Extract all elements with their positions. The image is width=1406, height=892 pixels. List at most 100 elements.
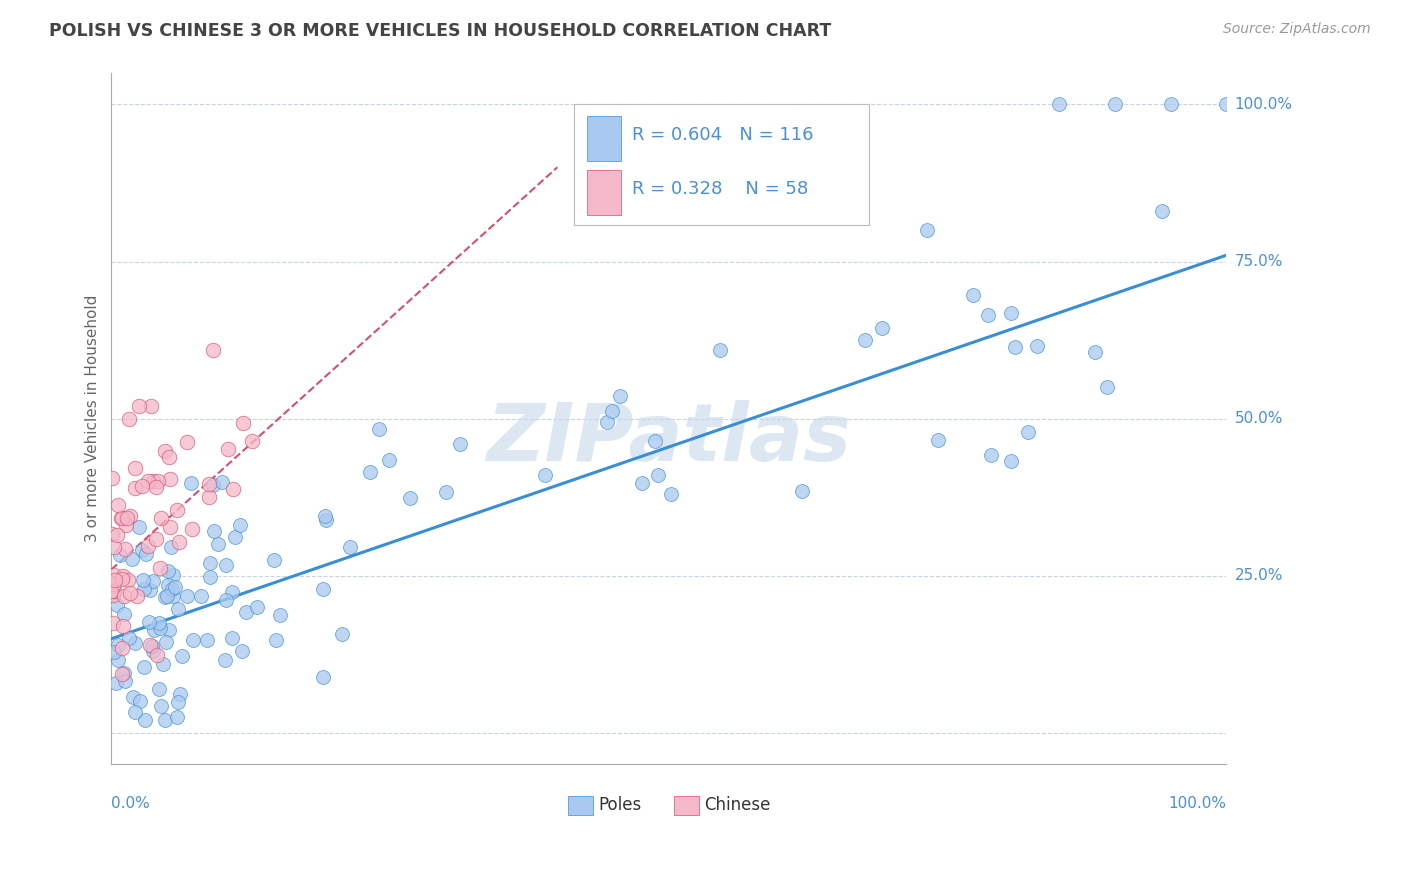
Point: [150, 699, 173, 714]
Point: [111, 619, 134, 633]
Point: [870, 321, 893, 335]
Text: Source: ZipAtlas.com: Source: ZipAtlas.com: [1223, 22, 1371, 37]
Point: [155, 634, 177, 648]
Point: [200, 569, 222, 583]
Point: [124, 481, 146, 495]
Point: [112, 607, 135, 621]
Point: [359, 465, 381, 479]
Point: [434, 485, 457, 500]
Point: [129, 694, 152, 708]
FancyBboxPatch shape: [588, 169, 621, 215]
Point: [157, 623, 180, 637]
Point: [114, 542, 136, 557]
Point: [211, 475, 233, 490]
Point: [915, 223, 938, 237]
Point: [107, 638, 129, 652]
Point: [142, 474, 165, 488]
Point: [104, 574, 127, 588]
FancyBboxPatch shape: [588, 116, 621, 161]
Point: [138, 615, 160, 629]
Point: [110, 511, 132, 525]
FancyBboxPatch shape: [574, 104, 869, 225]
Point: [139, 638, 162, 652]
Point: [117, 573, 139, 587]
Point: [202, 524, 225, 538]
Point: [142, 574, 165, 589]
Point: [121, 552, 143, 566]
Point: [314, 509, 336, 524]
Point: [166, 503, 188, 517]
Point: [1095, 380, 1118, 394]
Point: [103, 583, 125, 598]
Text: 100.0%: 100.0%: [1168, 796, 1226, 811]
Point: [201, 343, 224, 358]
Point: [159, 540, 181, 554]
Point: [159, 472, 181, 486]
Point: [195, 632, 218, 647]
Point: [115, 518, 138, 533]
Point: [1104, 97, 1126, 112]
Point: [107, 653, 129, 667]
Point: [107, 498, 129, 512]
Point: [198, 476, 221, 491]
Point: [134, 714, 156, 728]
Point: [136, 539, 159, 553]
Point: [114, 673, 136, 688]
Point: [600, 404, 623, 418]
Point: [162, 589, 184, 603]
Point: [215, 558, 238, 573]
Text: R = 0.604   N = 116: R = 0.604 N = 116: [633, 126, 814, 145]
Point: [153, 590, 176, 604]
Point: [644, 434, 666, 448]
Point: [1000, 306, 1022, 320]
Point: [201, 478, 224, 492]
Point: [103, 576, 125, 591]
Point: [240, 434, 263, 448]
Point: [115, 511, 138, 525]
Point: [927, 433, 949, 447]
Point: [111, 510, 134, 524]
Point: [222, 482, 245, 496]
Point: [112, 666, 135, 681]
Point: [152, 657, 174, 671]
Point: [312, 670, 335, 684]
Y-axis label: 3 or more Vehicles in Household: 3 or more Vehicles in Household: [86, 295, 100, 542]
Text: R = 0.328    N = 58: R = 0.328 N = 58: [633, 180, 808, 198]
Text: 25.0%: 25.0%: [1234, 568, 1282, 583]
Point: [131, 479, 153, 493]
Text: Poles: Poles: [599, 797, 643, 814]
Point: [181, 522, 204, 536]
Point: [980, 448, 1002, 462]
Point: [160, 582, 183, 596]
Point: [141, 400, 163, 414]
Point: [221, 632, 243, 646]
Point: [235, 605, 257, 619]
Point: [609, 389, 631, 403]
Point: [136, 474, 159, 488]
Point: [853, 333, 876, 347]
Point: [232, 417, 254, 431]
Text: POLISH VS CHINESE 3 OR MORE VEHICLES IN HOUSEHOLD CORRELATION CHART: POLISH VS CHINESE 3 OR MORE VEHICLES IN …: [49, 22, 831, 40]
Point: [118, 412, 141, 426]
Point: [157, 450, 180, 464]
Text: ZIPatlas: ZIPatlas: [486, 401, 851, 478]
Point: [139, 582, 162, 597]
Point: [111, 640, 134, 655]
Point: [105, 528, 128, 542]
Point: [101, 588, 124, 602]
Point: [1215, 97, 1237, 112]
Point: [339, 540, 361, 554]
Point: [534, 467, 557, 482]
Point: [143, 624, 166, 638]
Point: [111, 568, 134, 582]
Point: [231, 644, 253, 658]
Point: [153, 444, 176, 458]
Point: [101, 616, 124, 631]
Point: [269, 607, 291, 622]
Point: [118, 509, 141, 524]
Point: [378, 452, 401, 467]
Point: [103, 541, 125, 555]
Point: [100, 583, 122, 598]
Point: [595, 416, 617, 430]
Point: [125, 589, 148, 603]
